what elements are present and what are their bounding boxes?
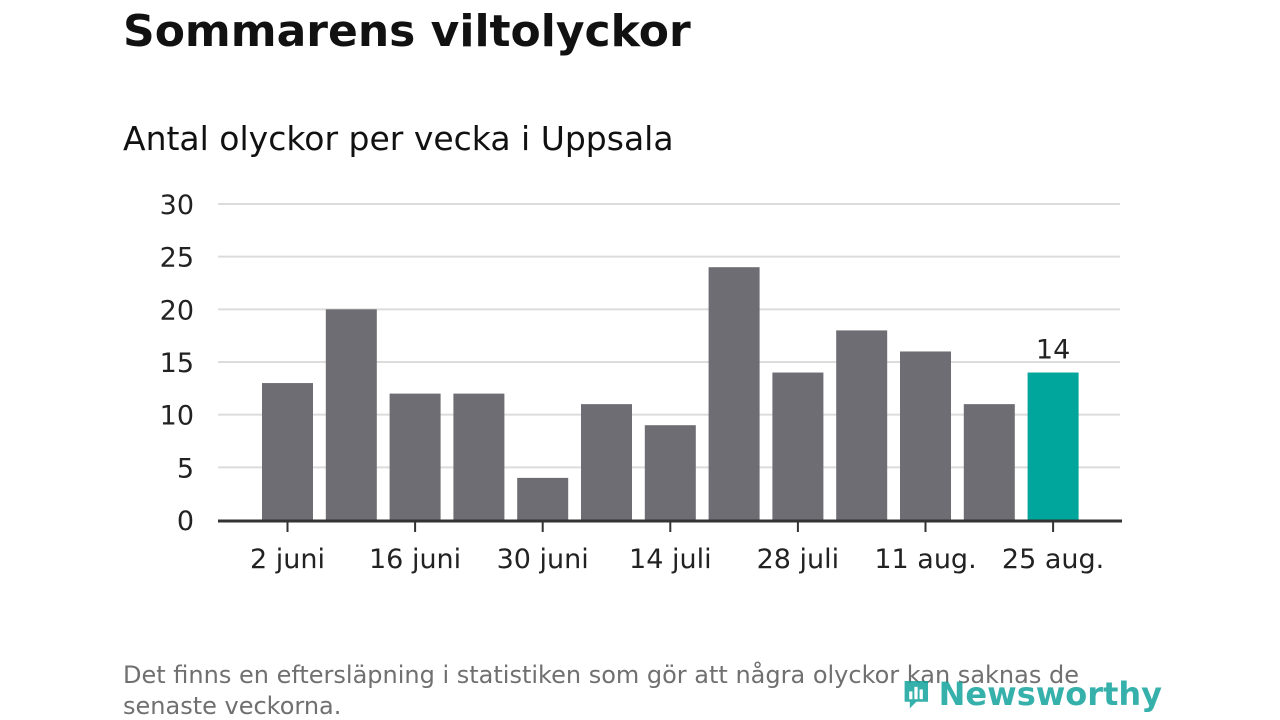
y-tick-label: 25	[160, 243, 194, 274]
bar	[644, 425, 696, 520]
x-tick-label: 30 juni	[497, 544, 589, 575]
bar	[708, 267, 760, 520]
bar	[517, 477, 569, 520]
bars	[262, 267, 1079, 520]
bar-chart-logo-icon	[904, 680, 929, 709]
x-tick-label: 25 aug.	[1002, 544, 1104, 575]
y-tick-label: 30	[160, 190, 194, 221]
chart-subtitle: Antal olyckor per vecka i Uppsala	[123, 119, 674, 158]
bar-chart: 0 5 10 15 20 25 30 2 juni 16 juni 30 juni 14 juli…	[160, 190, 1122, 575]
chart-title: Sommarens viltolyckor	[123, 6, 691, 57]
x-tick-label: 28 juli	[757, 544, 840, 575]
x-tick-label: 11 aug.	[874, 544, 976, 575]
x-tick-label: 14 juli	[629, 544, 712, 575]
bar	[836, 330, 888, 520]
y-tick-label: 0	[177, 506, 194, 537]
bar	[262, 383, 313, 520]
bar	[772, 372, 824, 520]
bar	[581, 404, 632, 520]
y-tick-label: 20	[160, 295, 194, 326]
bar	[325, 309, 377, 520]
data-label: 14	[1036, 335, 1070, 366]
y-tick-label: 10	[160, 401, 194, 432]
data-labels: 14	[1036, 335, 1070, 366]
bar	[389, 393, 441, 520]
bar	[900, 351, 951, 520]
bar	[1027, 372, 1079, 520]
y-tick-label: 5	[177, 453, 194, 484]
y-tick-label: 15	[160, 348, 194, 379]
brand-name: Newsworthy	[938, 675, 1162, 713]
x-axis-ticks: 2 juni 16 juni 30 juni 14 juli 28 juli 11 aug…	[250, 522, 1104, 575]
bar	[453, 393, 505, 520]
y-axis-ticks: 0 5 10 15 20 25 30	[160, 190, 194, 537]
bar	[963, 404, 1015, 520]
x-tick-label: 2 juni	[250, 544, 325, 575]
newsworthy-logo: Newsworthy	[902, 668, 1162, 720]
x-tick-label: 16 juni	[369, 544, 461, 575]
